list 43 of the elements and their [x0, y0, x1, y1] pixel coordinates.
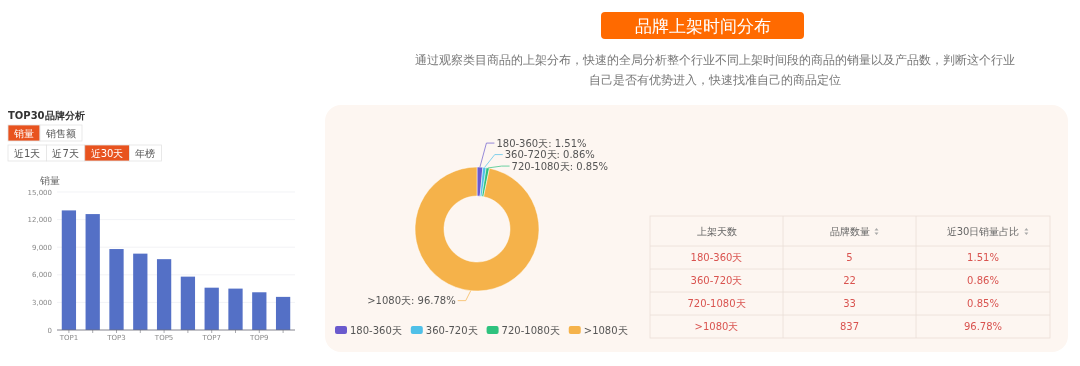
text: 近1天 — [14, 147, 41, 159]
text: 0.86% — [967, 275, 999, 286]
bar — [180, 276, 196, 330]
text: 33 — [843, 298, 856, 309]
text: 品牌上架时间分布 — [634, 16, 771, 36]
bar — [204, 287, 219, 330]
text: 180-360天 — [690, 252, 743, 263]
text: 5 — [846, 252, 853, 263]
data-label: 720-1080天: 0.85% — [511, 160, 609, 172]
text: 近30日销量占比 — [946, 225, 1020, 237]
legend-label: 360-720天 — [425, 324, 478, 336]
text: 0.85% — [967, 298, 999, 309]
bar — [252, 292, 267, 330]
data-label: 360-720天: 0.86% — [504, 149, 595, 161]
legend-label: >1080天 — [583, 324, 628, 336]
text: 837 — [839, 321, 860, 332]
text: 360-720天 — [690, 275, 743, 286]
bar — [156, 259, 172, 330]
text: 上架天数 — [696, 225, 737, 237]
text: 22 — [843, 275, 856, 286]
chart-title: TOP30品牌分析 — [8, 110, 85, 121]
text: 通过观察类目商品的上架分布，快速的全局分析整个行业不同上架时间段的商品的销量以及产品数，判断这个行业自己是否有优势进入，快速找准自己的商品定位 — [415, 52, 1015, 89]
bar — [275, 296, 291, 330]
text: 销量 — [13, 127, 34, 139]
data-label: >1080天: 96.78% — [367, 295, 456, 307]
bar — [109, 249, 124, 330]
legend-label: 720-1080天 — [501, 324, 560, 336]
bar — [85, 214, 100, 330]
text: 销售额 — [45, 127, 76, 139]
legend-label: 180-360天 — [350, 324, 402, 336]
text: 96.78% — [963, 321, 1003, 332]
text: >1080天 — [694, 321, 739, 332]
text: 1.51% — [967, 252, 999, 263]
text: 近7天 — [52, 147, 79, 159]
text: 近30天 — [90, 147, 124, 159]
y-axis-title: 销量 — [39, 175, 60, 186]
bar — [61, 210, 77, 330]
text: 720-1080天 — [687, 298, 746, 309]
bar — [228, 288, 243, 330]
bar — [133, 253, 148, 330]
text: 品牌数量 — [829, 225, 870, 237]
text: 年榜 — [135, 147, 156, 159]
data-label: 180-360天: 1.51% — [496, 137, 587, 149]
